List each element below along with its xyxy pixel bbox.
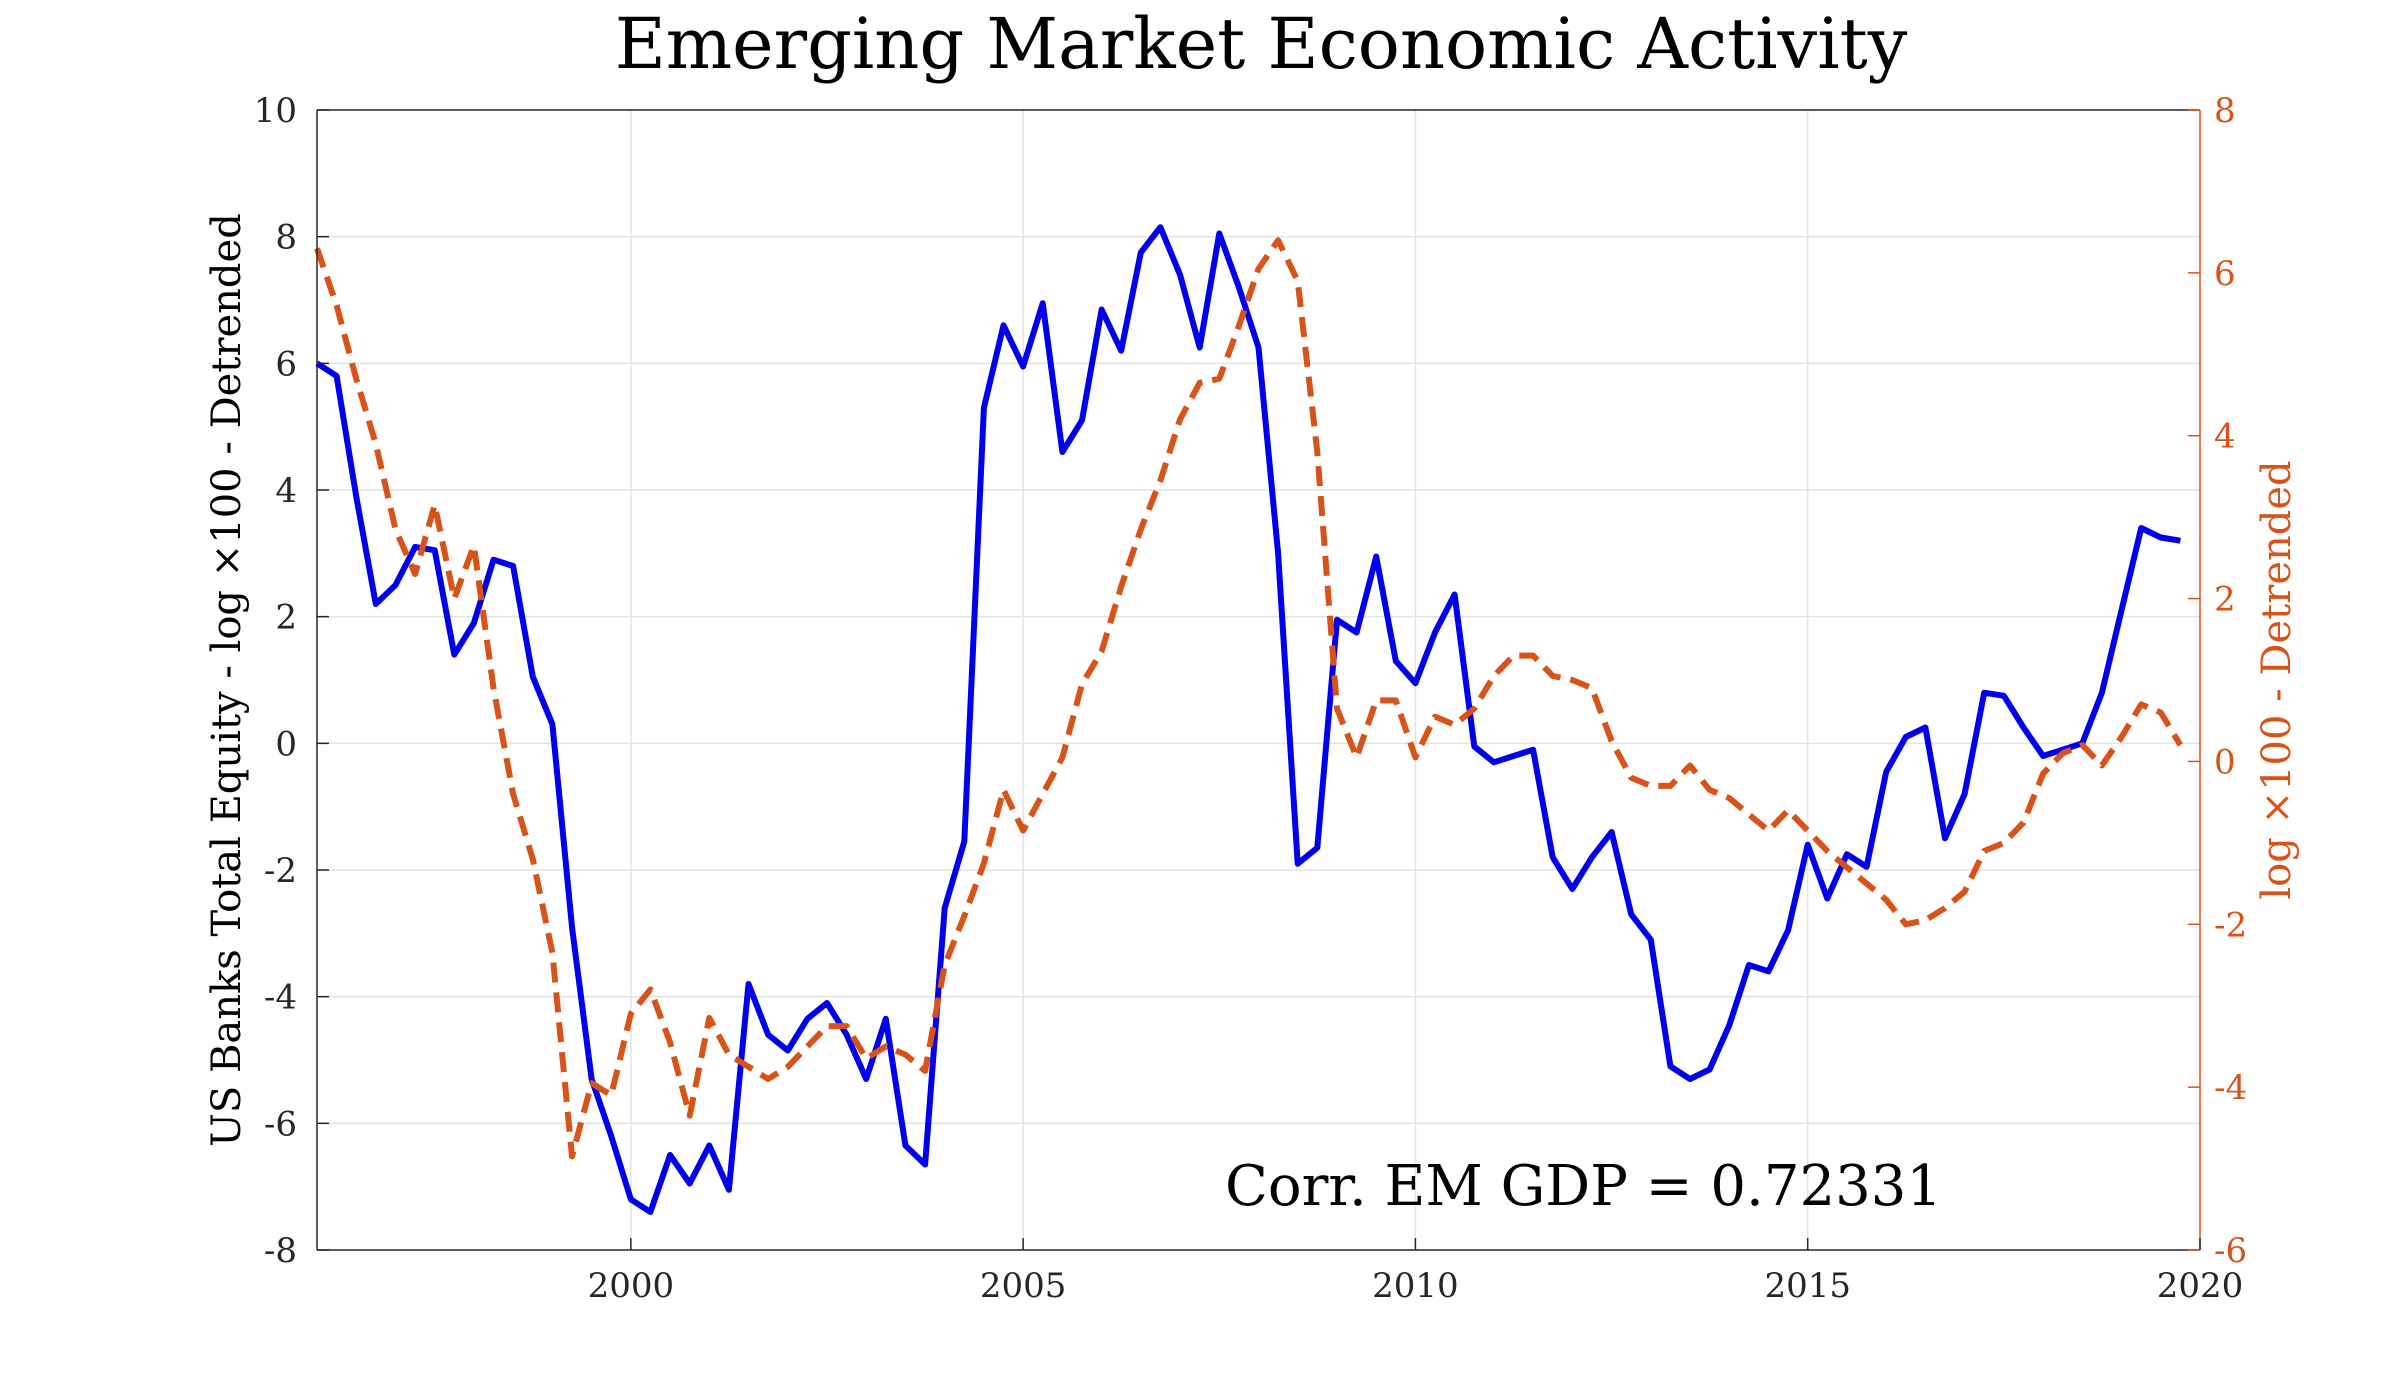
series-layer (314, 224, 2183, 1215)
y-left-tick-label: -2 (264, 851, 297, 891)
x-tick-label: 2010 (1372, 1266, 1459, 1306)
y-right-tick-label: -2 (2214, 905, 2247, 945)
x-tick-label: 2000 (588, 1266, 675, 1306)
y-right-tick-label: 4 (2214, 417, 2236, 457)
y-left-tick-label: -4 (264, 978, 297, 1018)
em-gdp-series-line (314, 237, 2183, 1160)
y-right-axis-label: log ×100 - Detrended (2254, 460, 2300, 899)
y-right-tick-label: 6 (2214, 254, 2236, 294)
y-left-tick-label: 4 (275, 471, 297, 511)
axes: 2000 2005 2010 2015 2020 -8 -6 -4 -2 0 2 4 6 8 10 -6 -4 -… (204, 91, 2300, 1306)
y-right-tick-label: 8 (2214, 91, 2236, 131)
y-left-axis-label: US Banks Total Equity - log ×100 - Detre… (204, 213, 250, 1147)
grid-lines (317, 110, 2200, 1250)
y-left-tick-label: 10 (254, 91, 297, 131)
bank-equity-series-line (315, 224, 2181, 1215)
y-left-tick-label: 6 (275, 344, 297, 384)
y-right-tick-label: 2 (2214, 580, 2236, 620)
y-left-tick-label: -6 (264, 1104, 297, 1144)
y-right-tick-label: -4 (2214, 1068, 2247, 1108)
x-tick-label: 2005 (980, 1266, 1067, 1306)
correlation-annotation: Corr. EM GDP = 0.72331 (1225, 1154, 1942, 1219)
y-right-tick-label: 0 (2214, 742, 2236, 782)
y-left-tick-label: 0 (275, 724, 297, 764)
y-left-tick-label: -8 (264, 1231, 297, 1271)
y-left-tick-label: 8 (275, 218, 297, 258)
y-right-tick-label: -6 (2214, 1231, 2247, 1271)
x-tick-label: 2015 (1764, 1266, 1851, 1306)
chart-title: Emerging Market Economic Activity (615, 3, 1908, 85)
y-left-tick-label: 2 (275, 598, 297, 638)
x-tick-label: 2020 (2157, 1266, 2244, 1306)
